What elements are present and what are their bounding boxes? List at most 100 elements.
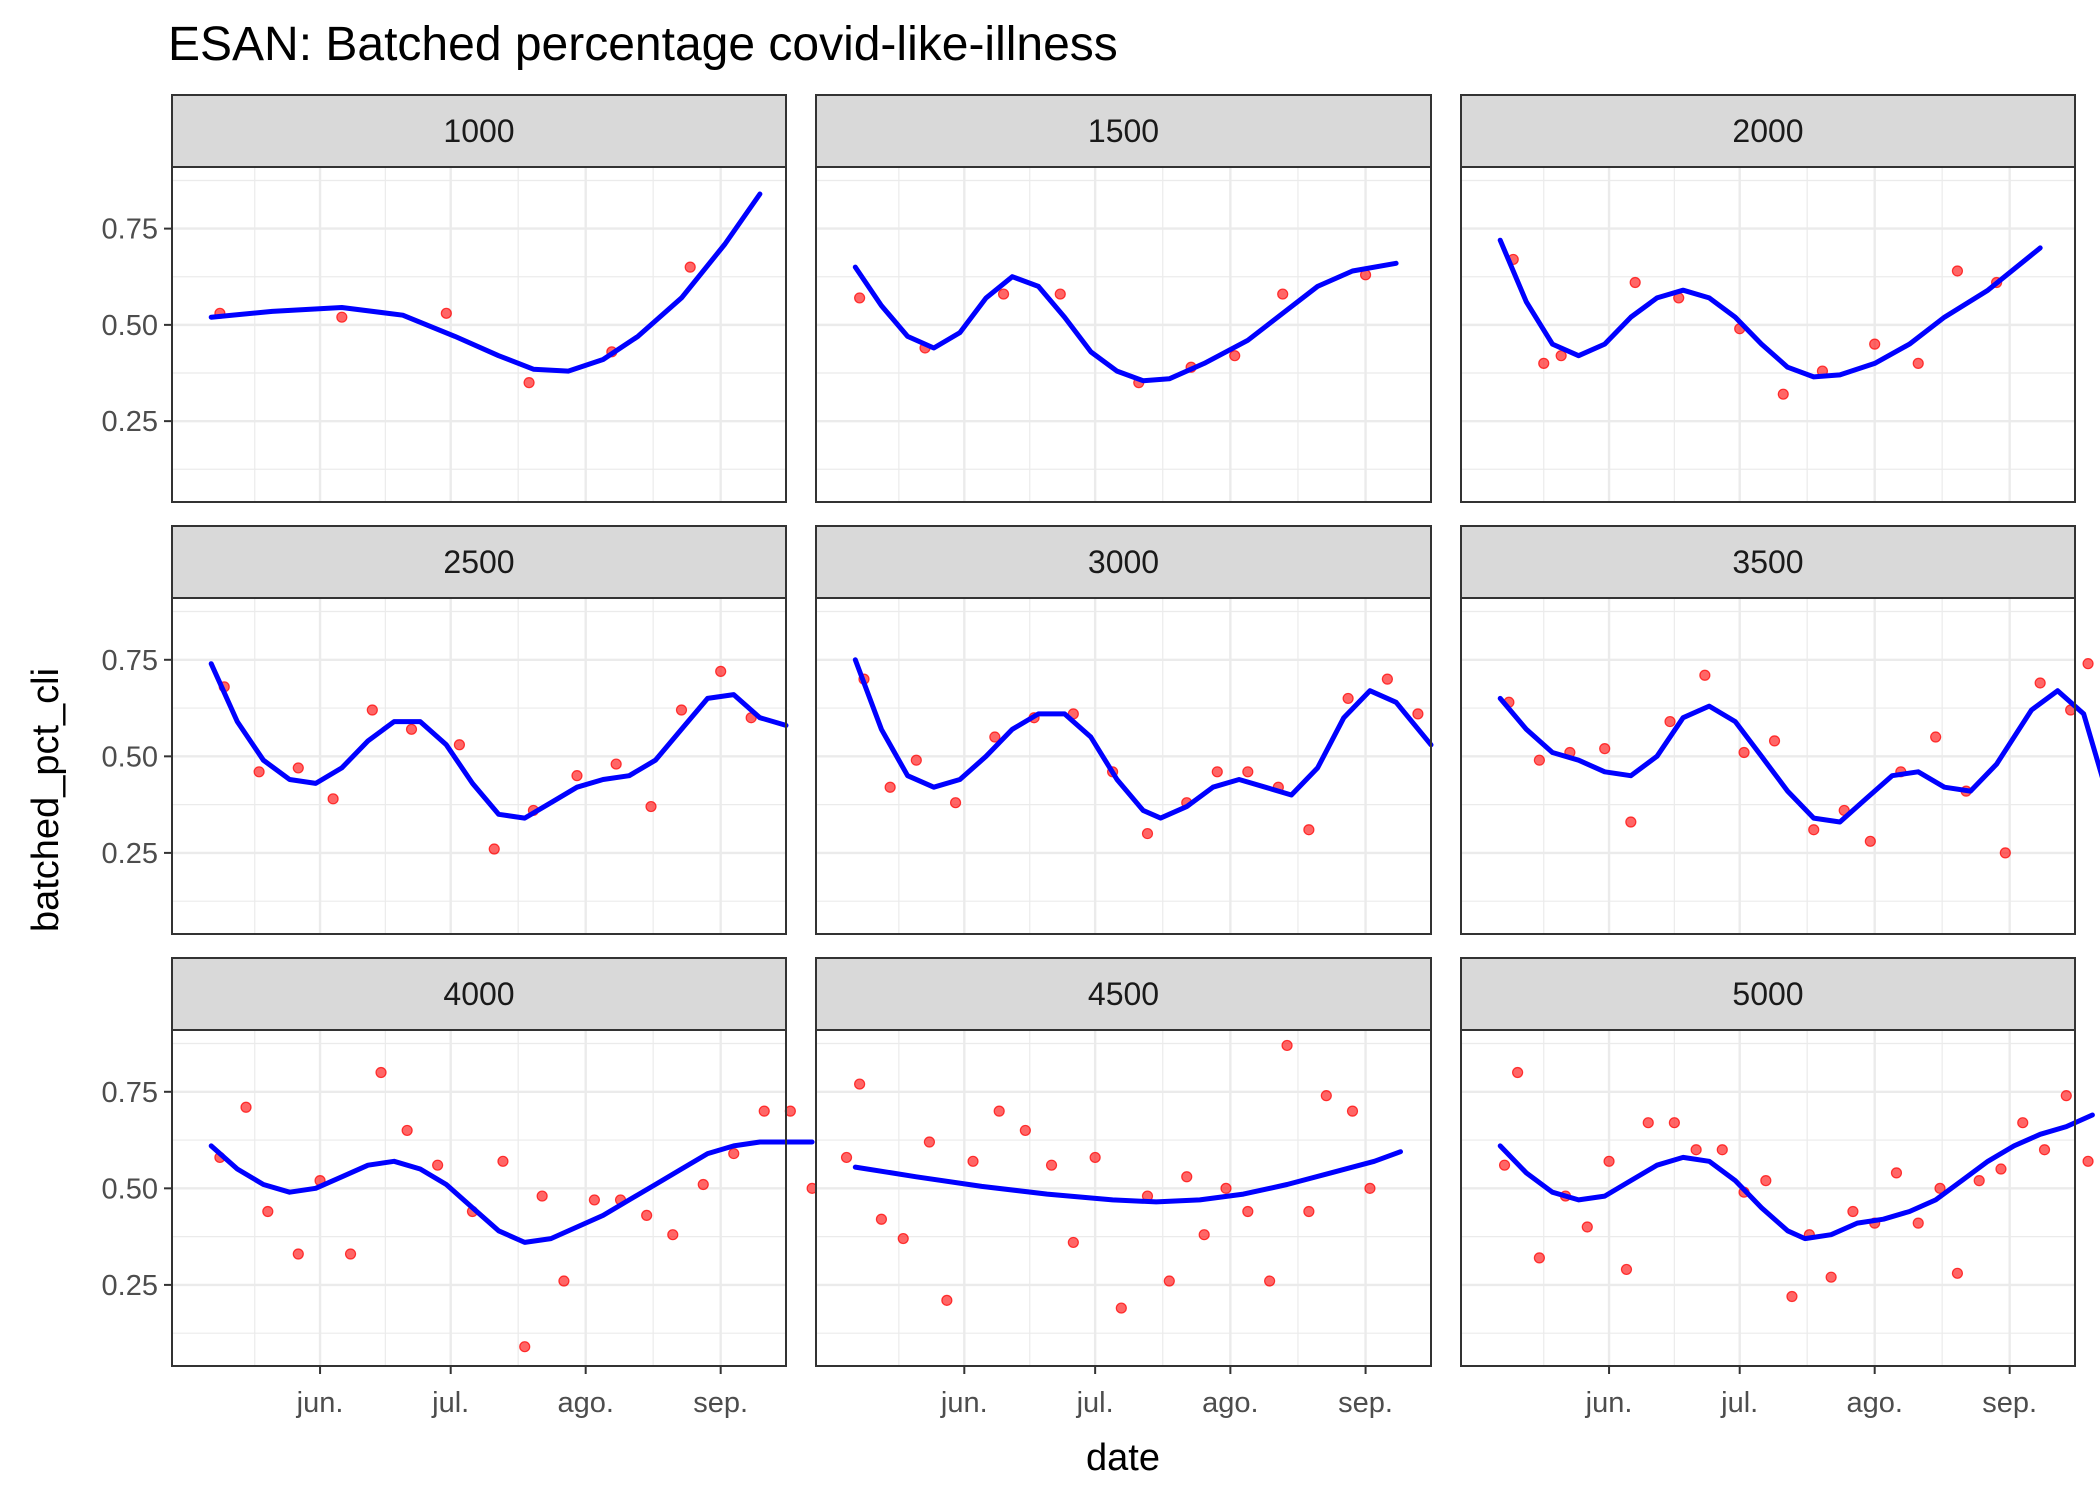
- data-point: [1533, 754, 1545, 766]
- data-point: [1211, 766, 1223, 778]
- data-point: [758, 1105, 770, 1117]
- data-point: [1115, 1302, 1127, 1314]
- x-tick-label: jul.: [431, 1387, 469, 1419]
- facet-strip: [815, 94, 1432, 168]
- data-point: [1599, 743, 1611, 755]
- data-point: [1089, 1151, 1101, 1164]
- facet-panel-2000: 2000: [1460, 94, 2076, 503]
- data-point: [336, 311, 348, 323]
- data-point: [1264, 1275, 1276, 1287]
- data-point: [2038, 1144, 2051, 1156]
- chart-title: ESAN: Batched percentage covid-like-illn…: [168, 18, 1118, 71]
- facet-panel-1000: 1000 0.25 0.50 0.75: [102, 94, 787, 503]
- x-tick-label: jun.: [1585, 1387, 1633, 1419]
- facet-strip-label: 4500: [1088, 976, 1159, 1012]
- data-point: [897, 1232, 909, 1245]
- data-point: [1664, 715, 1676, 728]
- smooth-line: [1497, 237, 2043, 380]
- facet-strip-label: 4000: [443, 976, 514, 1012]
- data-point: [697, 1178, 709, 1191]
- panel-border: [1460, 1029, 2076, 1367]
- facet-strip: [815, 957, 1432, 1031]
- data-point: [1281, 1039, 1293, 1052]
- facet-panel-4500: 4500 jun. jul. ago. sep.: [815, 957, 1432, 1419]
- data-point: [1999, 847, 2011, 859]
- x-tick-label: ago.: [1202, 1387, 1258, 1419]
- data-point: [997, 288, 1010, 300]
- data-point: [536, 1190, 548, 1202]
- panel-border: [1460, 597, 2076, 935]
- y-tick-label: 0.25: [102, 838, 158, 870]
- data-point: [1054, 288, 1066, 300]
- data-point: [949, 797, 962, 809]
- data-point: [2082, 658, 2094, 670]
- data-point: [1538, 357, 1550, 369]
- data-point: [1699, 669, 1711, 681]
- data-point: [1629, 276, 1641, 289]
- y-tick-label: 0.50: [102, 310, 158, 342]
- x-tick-label: jul.: [1076, 1387, 1114, 1419]
- data-point: [1364, 1182, 1376, 1194]
- facet-strip: [171, 94, 787, 168]
- data-point: [1869, 338, 1881, 350]
- plot-background: [172, 167, 786, 502]
- facet-strip: [1460, 957, 2076, 1031]
- data-point: [1847, 1205, 1859, 1218]
- data-point: [262, 1205, 274, 1218]
- panel-border: [815, 597, 1432, 935]
- data-point: [1303, 1205, 1315, 1218]
- data-point: [1581, 1221, 1593, 1233]
- data-point: [401, 1124, 413, 1137]
- data-point: [519, 1341, 531, 1353]
- x-axis-title: date: [1086, 1437, 1160, 1479]
- data-point: [1198, 1229, 1210, 1241]
- facet-strip: [171, 525, 787, 599]
- panel-border: [171, 1029, 787, 1367]
- data-point: [1808, 824, 1820, 836]
- data-point: [875, 1213, 888, 1225]
- data-point: [432, 1159, 444, 1171]
- smooth-line: [852, 1149, 1403, 1205]
- data-point: [292, 762, 304, 774]
- y-tick-label: 0.75: [102, 645, 158, 677]
- data-point: [1912, 1217, 1924, 1229]
- panel-border: [815, 1029, 1432, 1367]
- x-tick-label: sep.: [1338, 1387, 1393, 1419]
- data-point: [1738, 746, 1750, 759]
- x-tick-label: jul.: [1720, 1387, 1758, 1419]
- smooth-line: [208, 191, 763, 374]
- data-point: [941, 1294, 953, 1306]
- x-tick-label: sep.: [1982, 1387, 2037, 1419]
- facet-strip-label: 2500: [443, 544, 514, 580]
- data-point: [645, 800, 657, 813]
- data-point: [1951, 1267, 1964, 1279]
- facet-panel-3500: 3500: [1460, 525, 2100, 935]
- data-point: [715, 665, 727, 677]
- data-point: [1760, 1175, 1772, 1187]
- plot-background: [172, 598, 786, 934]
- y-tick-label: 0.50: [102, 741, 158, 773]
- facet-strip-label: 2000: [1732, 113, 1803, 149]
- data-point: [1181, 1171, 1193, 1183]
- data-point: [910, 754, 922, 766]
- data-point: [292, 1248, 304, 1260]
- facet-panel-4000: 4000 0.25 0.50 0.75 jun. jul. ago. sep.: [102, 957, 818, 1419]
- plot-background: [816, 598, 1431, 934]
- y-tick-label: 0.75: [102, 1077, 158, 1109]
- data-point: [675, 704, 688, 716]
- data-point: [405, 723, 418, 735]
- data-point: [1890, 1167, 1903, 1179]
- facet-panels: 1000 0.25 0.50 0.75 1500 2000 2500 0.25 0.50 0.75…: [102, 94, 2100, 1419]
- data-point: [967, 1155, 979, 1167]
- facet-panel-3000: 3000: [815, 525, 1434, 935]
- data-point: [1346, 1105, 1359, 1117]
- data-point: [1625, 816, 1637, 828]
- smooth-line: [1497, 1112, 2095, 1242]
- data-point: [667, 1229, 679, 1241]
- smooth-line: [852, 657, 1434, 821]
- data-point: [1141, 827, 1154, 840]
- smooth-line: [208, 1139, 815, 1245]
- data-point: [1303, 824, 1315, 836]
- data-point: [884, 781, 896, 793]
- data-point: [1242, 766, 1254, 778]
